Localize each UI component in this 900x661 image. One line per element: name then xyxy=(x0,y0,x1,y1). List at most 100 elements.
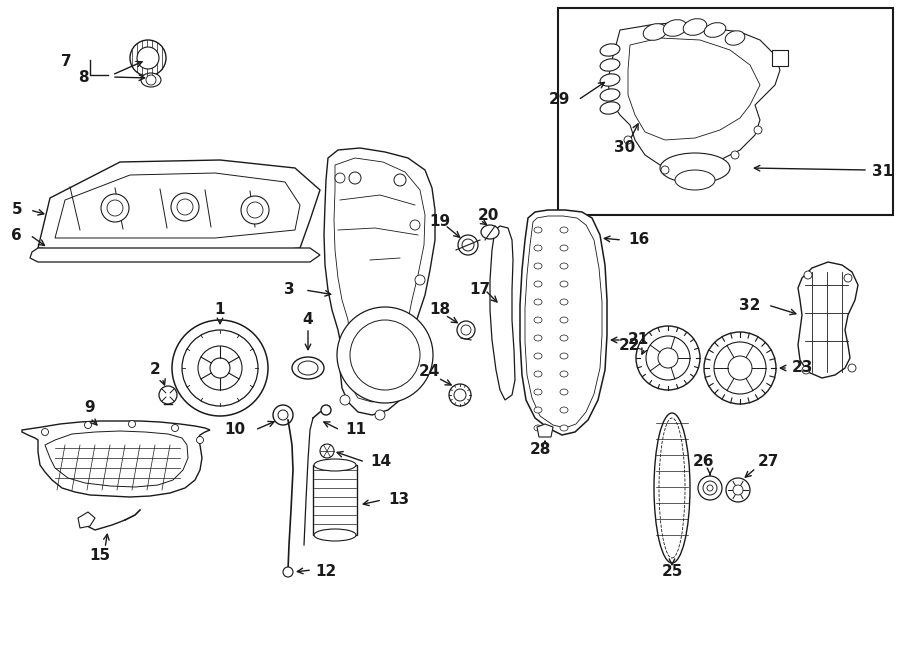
Ellipse shape xyxy=(177,199,193,215)
Ellipse shape xyxy=(159,386,177,404)
Ellipse shape xyxy=(278,410,288,420)
Ellipse shape xyxy=(457,321,475,339)
Ellipse shape xyxy=(247,202,263,218)
Ellipse shape xyxy=(636,326,700,390)
Ellipse shape xyxy=(130,40,166,76)
Text: 19: 19 xyxy=(429,215,450,229)
Text: 24: 24 xyxy=(418,364,440,379)
Ellipse shape xyxy=(340,395,350,405)
Ellipse shape xyxy=(314,459,356,471)
Ellipse shape xyxy=(85,422,92,428)
Ellipse shape xyxy=(703,481,717,495)
Ellipse shape xyxy=(534,263,542,269)
Text: 32: 32 xyxy=(739,297,760,313)
Ellipse shape xyxy=(560,389,568,395)
Ellipse shape xyxy=(654,413,690,563)
Polygon shape xyxy=(490,226,515,400)
Ellipse shape xyxy=(848,364,856,372)
Text: 4: 4 xyxy=(302,313,313,327)
Bar xyxy=(558,8,893,215)
Ellipse shape xyxy=(728,356,752,380)
Ellipse shape xyxy=(560,263,568,269)
Bar xyxy=(313,465,357,535)
Ellipse shape xyxy=(646,336,690,380)
Ellipse shape xyxy=(704,332,776,404)
Text: 23: 23 xyxy=(792,360,814,375)
Ellipse shape xyxy=(844,274,852,282)
Ellipse shape xyxy=(241,196,269,224)
Text: 31: 31 xyxy=(872,165,893,180)
Ellipse shape xyxy=(462,239,474,251)
Polygon shape xyxy=(22,421,210,497)
Ellipse shape xyxy=(660,153,730,183)
Text: 18: 18 xyxy=(429,303,450,317)
Ellipse shape xyxy=(415,275,425,285)
Text: 13: 13 xyxy=(388,492,410,508)
Ellipse shape xyxy=(461,325,471,335)
Ellipse shape xyxy=(534,317,542,323)
Text: 1: 1 xyxy=(215,303,225,317)
Ellipse shape xyxy=(707,485,713,491)
Ellipse shape xyxy=(292,357,324,379)
Ellipse shape xyxy=(534,281,542,287)
Text: 16: 16 xyxy=(628,233,649,247)
Text: 17: 17 xyxy=(469,282,490,297)
Text: 26: 26 xyxy=(692,455,714,469)
Polygon shape xyxy=(45,431,188,487)
Text: 6: 6 xyxy=(11,227,22,243)
Ellipse shape xyxy=(560,353,568,359)
Text: 30: 30 xyxy=(615,141,635,155)
Text: 29: 29 xyxy=(549,93,570,108)
Ellipse shape xyxy=(560,227,568,233)
Ellipse shape xyxy=(644,24,667,40)
Text: 25: 25 xyxy=(662,564,683,580)
Polygon shape xyxy=(798,262,858,378)
Text: 11: 11 xyxy=(345,422,366,438)
Ellipse shape xyxy=(534,227,542,233)
Ellipse shape xyxy=(659,418,685,558)
Polygon shape xyxy=(537,424,553,437)
Ellipse shape xyxy=(560,407,568,413)
Ellipse shape xyxy=(560,425,568,431)
Polygon shape xyxy=(78,512,95,528)
Ellipse shape xyxy=(146,75,156,85)
Ellipse shape xyxy=(101,194,129,222)
Ellipse shape xyxy=(198,346,242,390)
Ellipse shape xyxy=(534,299,542,305)
Text: 22: 22 xyxy=(618,338,640,352)
Ellipse shape xyxy=(321,405,331,415)
Ellipse shape xyxy=(560,299,568,305)
Ellipse shape xyxy=(754,126,762,134)
Ellipse shape xyxy=(600,44,620,56)
Ellipse shape xyxy=(661,166,669,174)
Polygon shape xyxy=(324,148,435,415)
Ellipse shape xyxy=(600,59,620,71)
Text: 9: 9 xyxy=(85,401,95,416)
Ellipse shape xyxy=(534,335,542,341)
Ellipse shape xyxy=(658,348,678,368)
Ellipse shape xyxy=(141,73,161,87)
Ellipse shape xyxy=(298,361,318,375)
Text: 5: 5 xyxy=(12,202,22,217)
Ellipse shape xyxy=(137,47,159,69)
Ellipse shape xyxy=(698,476,722,500)
Ellipse shape xyxy=(802,366,810,374)
Ellipse shape xyxy=(725,31,745,45)
Text: 28: 28 xyxy=(529,442,551,457)
Ellipse shape xyxy=(454,389,466,401)
Text: 20: 20 xyxy=(478,208,500,223)
Text: 15: 15 xyxy=(89,547,111,563)
Polygon shape xyxy=(55,173,300,238)
Text: 3: 3 xyxy=(284,282,295,297)
Text: 14: 14 xyxy=(370,455,392,469)
Ellipse shape xyxy=(410,220,420,230)
Ellipse shape xyxy=(534,407,542,413)
Ellipse shape xyxy=(210,358,230,378)
Ellipse shape xyxy=(458,235,478,255)
Ellipse shape xyxy=(449,384,471,406)
Ellipse shape xyxy=(481,225,499,239)
Ellipse shape xyxy=(733,485,743,495)
Ellipse shape xyxy=(335,173,345,183)
Text: 27: 27 xyxy=(758,455,779,469)
Ellipse shape xyxy=(182,330,258,406)
